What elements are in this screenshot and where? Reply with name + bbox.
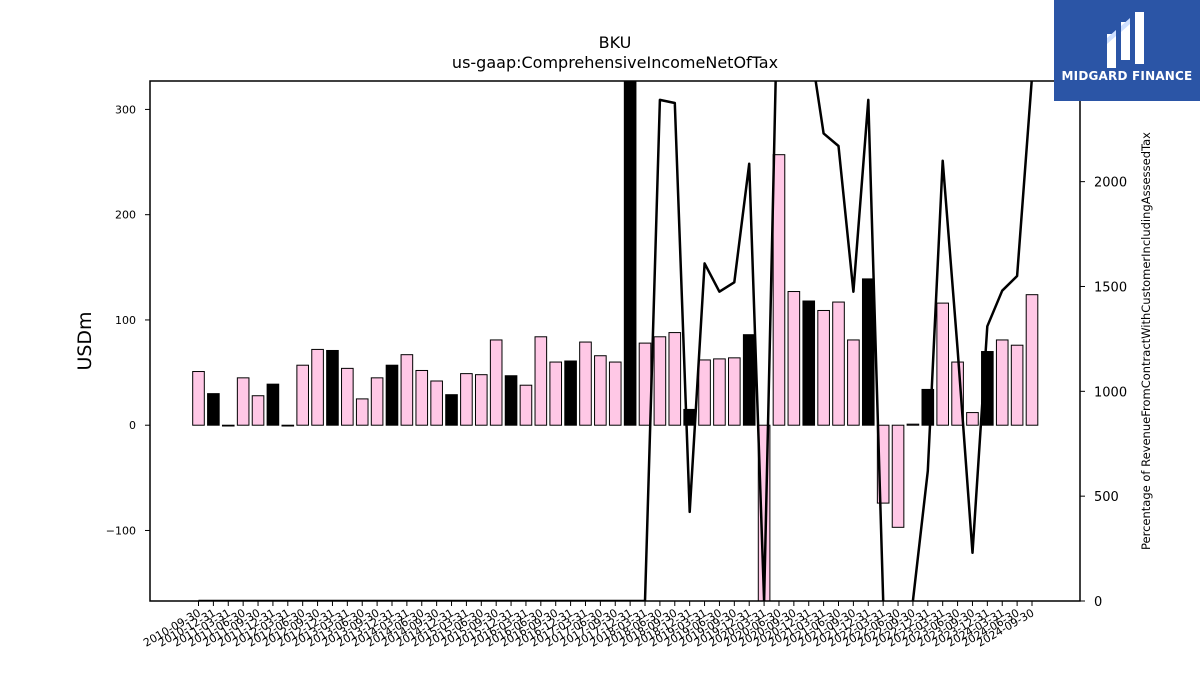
bar <box>594 355 607 426</box>
bar <box>608 361 622 426</box>
bar <box>430 380 443 426</box>
bar <box>251 395 265 426</box>
bar <box>623 81 637 426</box>
y2-tick-label: 0 <box>1094 595 1102 610</box>
bar <box>876 424 890 504</box>
bar <box>832 301 845 426</box>
bar <box>936 302 950 426</box>
line-series <box>198 81 1033 601</box>
bar <box>921 388 935 426</box>
midgard-logo-icon <box>1107 12 1144 68</box>
bar <box>966 412 979 426</box>
logo: MIDGARD FINANCE <box>1054 0 1200 101</box>
bar <box>772 154 786 426</box>
bar <box>668 332 682 426</box>
bar <box>445 394 458 426</box>
bar <box>742 334 756 426</box>
plot-frame <box>149 80 1081 602</box>
bar <box>341 367 354 426</box>
bar <box>460 373 473 426</box>
bar <box>192 371 205 426</box>
bar <box>638 342 652 426</box>
bar <box>504 375 518 426</box>
bar <box>385 364 399 426</box>
bar <box>802 300 816 426</box>
bar <box>757 424 771 601</box>
bar <box>311 348 324 426</box>
y2-tick-label: 2000 <box>1094 176 1127 191</box>
bar <box>728 357 741 426</box>
bar <box>489 339 503 426</box>
bar <box>847 339 860 426</box>
bar <box>534 336 548 426</box>
bar <box>713 358 726 426</box>
bar <box>221 424 235 427</box>
bar <box>906 423 920 426</box>
bar <box>579 341 592 426</box>
chart-title: BKU <box>599 33 632 52</box>
bar <box>296 364 309 426</box>
bar <box>370 377 384 426</box>
bar <box>891 424 905 528</box>
y2-tick-label: 1000 <box>1094 385 1127 400</box>
y-axis-label: USDm <box>74 311 96 370</box>
y2-tick-label: 1500 <box>1094 280 1127 295</box>
y2-axis-label: Percentage of RevenueFromContractWithCus… <box>1139 132 1153 550</box>
bar <box>207 393 220 426</box>
bar <box>1010 344 1024 426</box>
bar <box>519 384 533 426</box>
bar <box>787 291 801 426</box>
bar <box>266 383 280 426</box>
y-tick-label: −100 <box>106 524 136 537</box>
bar <box>1025 294 1039 426</box>
bar <box>698 359 711 426</box>
y-tick-label: 200 <box>115 209 136 222</box>
bar <box>549 361 563 426</box>
y-tick-label: 100 <box>115 314 136 327</box>
bar <box>415 369 429 426</box>
bar <box>400 354 414 426</box>
y-tick-label: 300 <box>115 103 136 116</box>
bar <box>236 377 250 426</box>
bar <box>326 349 339 426</box>
bar <box>474 374 488 426</box>
chart-subtitle: us-gaap:ComprehensiveIncomeNetOfTax <box>452 53 778 72</box>
bar <box>861 278 875 426</box>
bar <box>653 336 667 426</box>
bar <box>281 424 295 427</box>
y-tick-label: 0 <box>129 419 136 432</box>
bar <box>564 360 577 426</box>
bar <box>355 398 369 426</box>
bar <box>817 309 830 426</box>
y2-tick-label: 500 <box>1094 490 1119 505</box>
bar <box>995 339 1009 426</box>
logo-text: MIDGARD FINANCE <box>1061 69 1193 83</box>
bar <box>981 351 994 426</box>
